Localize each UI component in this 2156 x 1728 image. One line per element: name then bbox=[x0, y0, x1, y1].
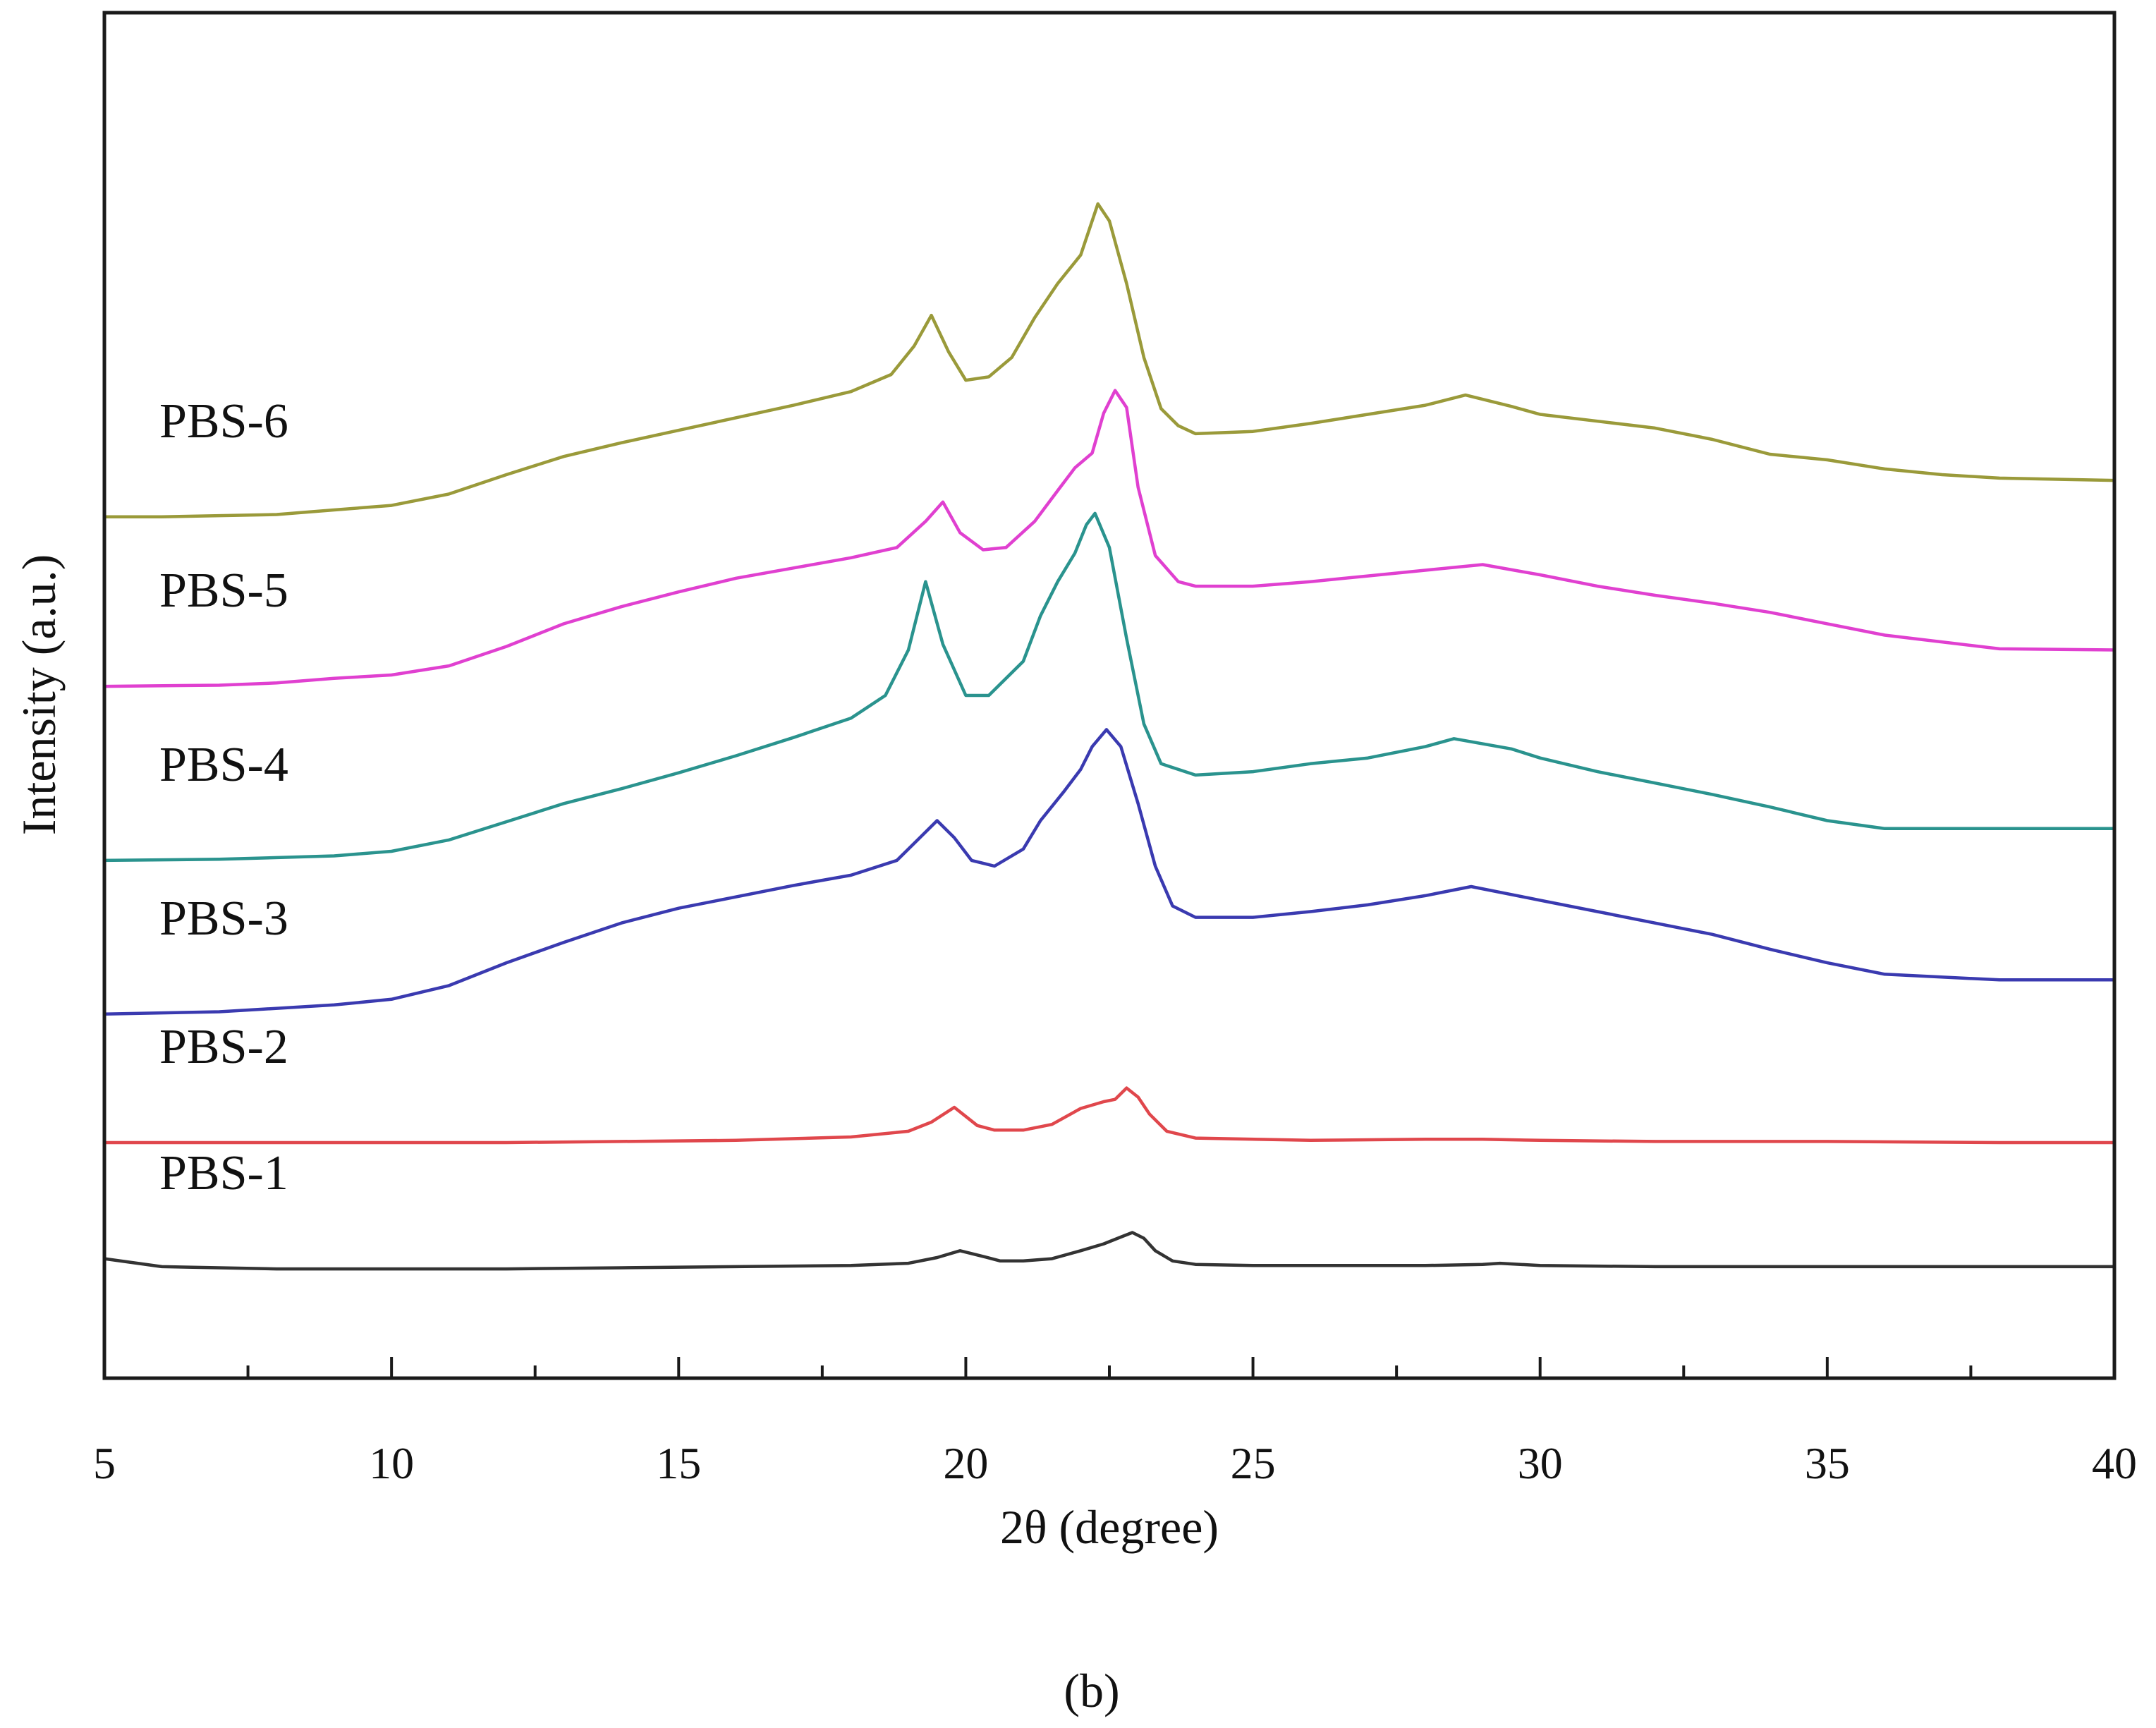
x-tick-label: 35 bbox=[1805, 1438, 1850, 1488]
series-labels: PBS-1 PBS-2 PBS-3 PBS-4 PBS-5 PBS-6 bbox=[159, 394, 288, 1200]
series-label-pbs-1: PBS-1 bbox=[159, 1146, 288, 1200]
x-tick-label: 5 bbox=[93, 1438, 116, 1488]
series-label-pbs-4: PBS-4 bbox=[159, 738, 288, 792]
series-line-pbs-1 bbox=[104, 1231, 2114, 1271]
series-layer bbox=[104, 202, 2115, 1271]
x-tick-label: 20 bbox=[943, 1438, 988, 1488]
series-line-pbs-2 bbox=[104, 1086, 2114, 1145]
y-axis-title: Intensity (a.u.) bbox=[12, 554, 66, 835]
series-label-pbs-3: PBS-3 bbox=[159, 892, 288, 946]
x-tick-label: 10 bbox=[369, 1438, 414, 1488]
series-label-pbs-2: PBS-2 bbox=[159, 1020, 288, 1074]
x-tick-label: 15 bbox=[656, 1438, 701, 1488]
series-label-pbs-6: PBS-6 bbox=[159, 394, 288, 449]
x-tick-label: 30 bbox=[1518, 1438, 1563, 1488]
series-line-pbs-3 bbox=[104, 728, 2114, 1016]
x-tick-label: 25 bbox=[1231, 1438, 1276, 1488]
series-line-pbs-4 bbox=[104, 511, 2114, 863]
x-axis-tick-labels: 5 10 15 20 25 30 35 40 bbox=[93, 1438, 2137, 1488]
panel-label: (b) bbox=[1064, 1664, 1119, 1717]
x-tick-label: 40 bbox=[2092, 1438, 2137, 1488]
x-axis-title: 2θ (degree) bbox=[1000, 1500, 1219, 1554]
series-line-pbs-6 bbox=[104, 202, 2115, 518]
series-line-pbs-5 bbox=[104, 389, 2115, 688]
x-axis-ticks bbox=[103, 1357, 2116, 1378]
series-label-pbs-5: PBS-5 bbox=[159, 564, 288, 618]
